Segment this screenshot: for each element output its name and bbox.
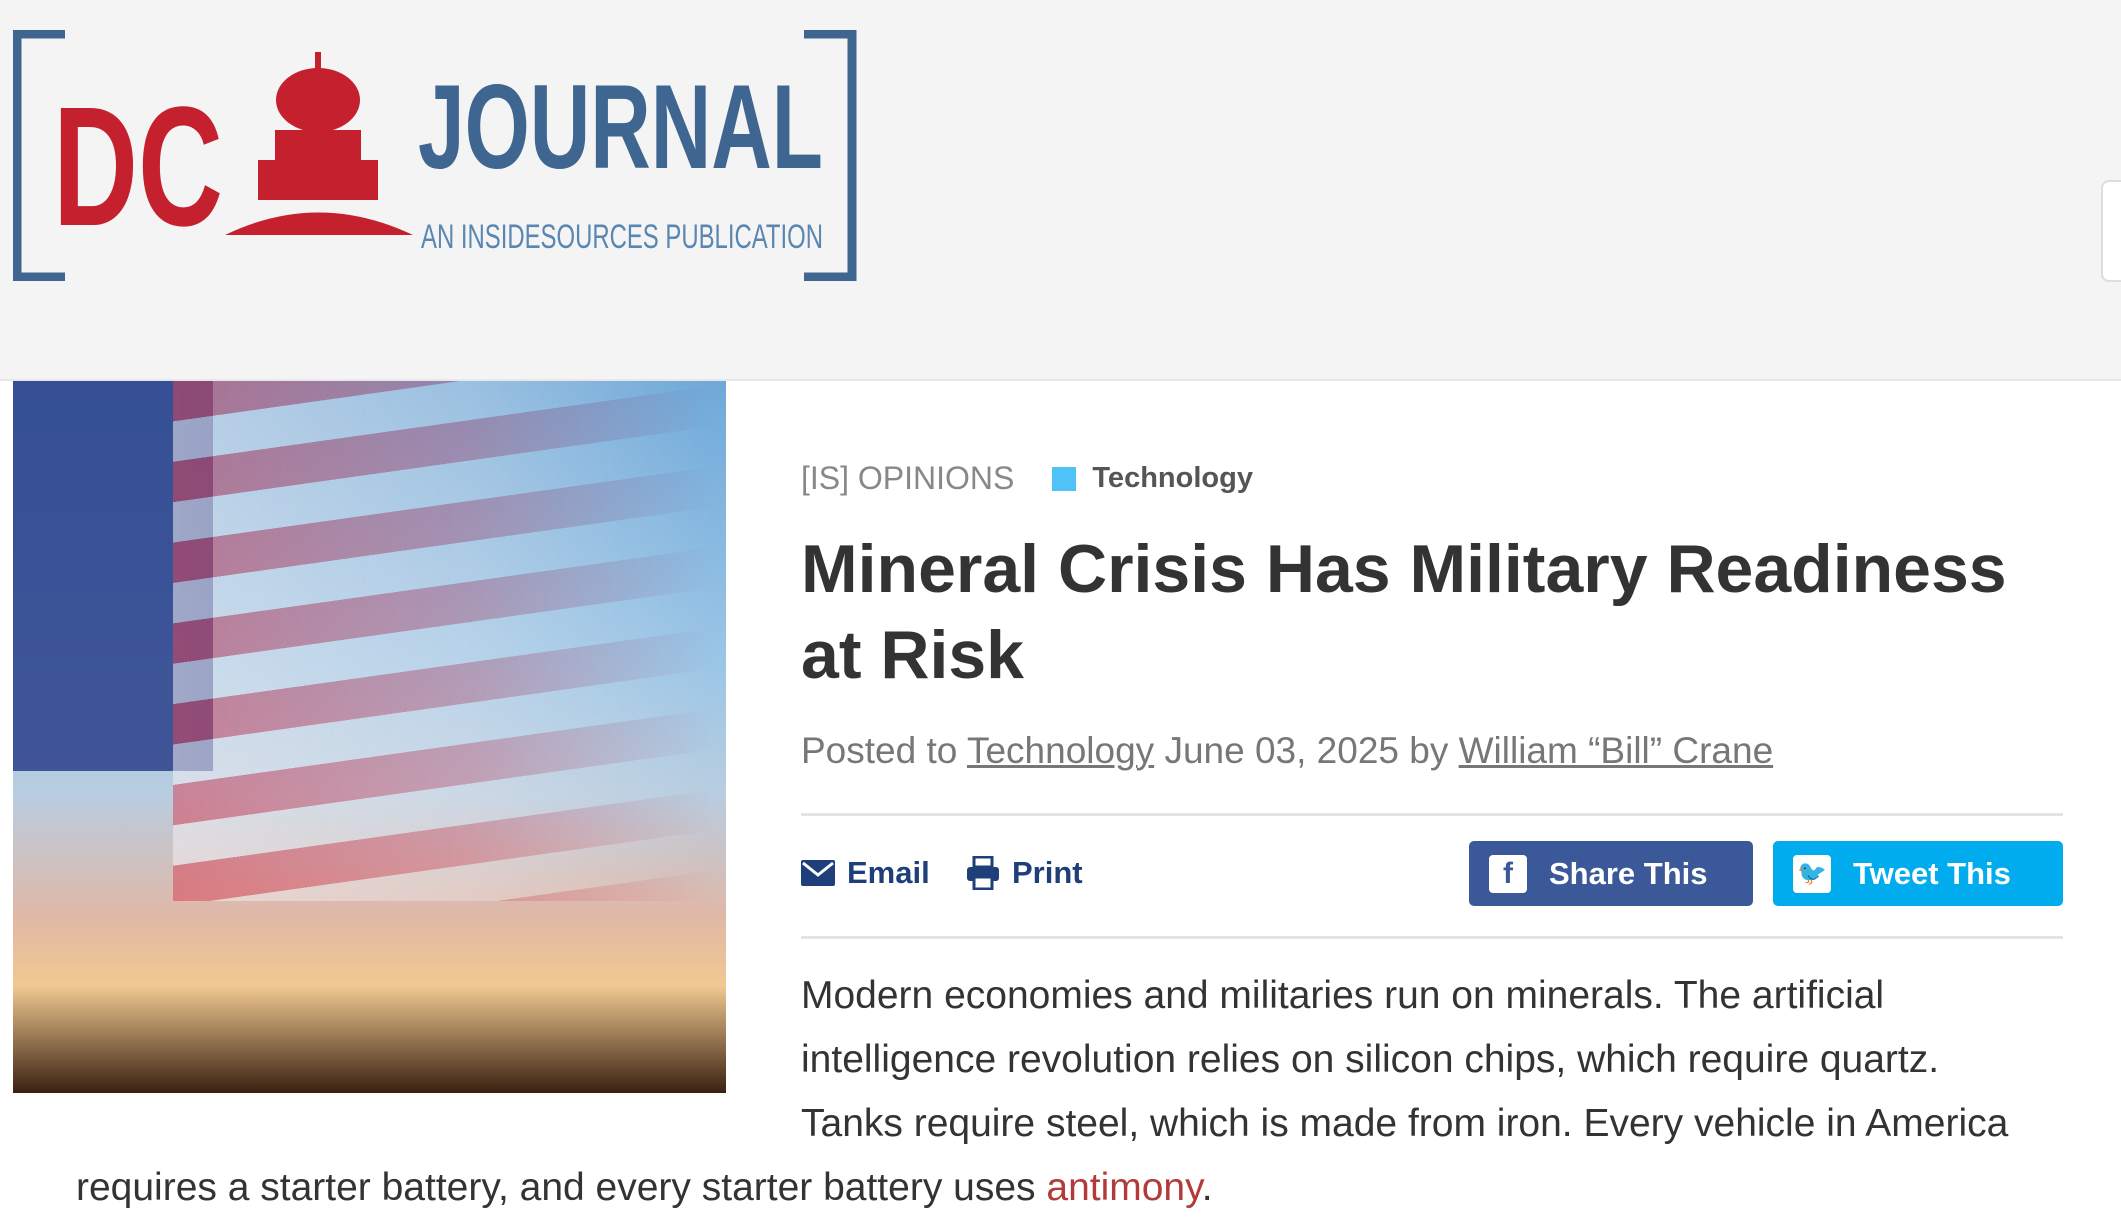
capitol-dome-icon	[225, 52, 413, 235]
article-hero-image	[13, 381, 726, 1093]
body-text: .	[1201, 1166, 1213, 1209]
body-line: Tanks require steel, which is made from …	[801, 1102, 2009, 1145]
email-label: Email	[847, 855, 930, 890]
divider	[801, 813, 2063, 816]
divider	[801, 936, 2063, 939]
share-label: Share This	[1549, 855, 1708, 891]
category-color-square	[1052, 466, 1077, 491]
post-date: June 03, 2025	[1164, 730, 1399, 771]
body-text: requires a starter battery, and every st…	[76, 1166, 1047, 1209]
printer-icon	[967, 856, 999, 890]
byline-by: by	[1409, 730, 1449, 771]
tweet-label: Tweet This	[1853, 855, 2011, 891]
search-box[interactable]	[2101, 180, 2121, 282]
site-header: DC JOURNAL AN INSIDESOURCES PUBLICATION	[0, 0, 2121, 381]
twitter-bird-icon: 🐦	[1793, 854, 1831, 893]
article-title: Mineral Crisis Has Military Readiness at…	[801, 531, 2007, 693]
category-link[interactable]: Technology	[966, 730, 1155, 771]
section-label[interactable]: [IS] OPINIONS	[801, 460, 1015, 496]
author-link[interactable]: William “Bill” Crane	[1458, 730, 1774, 771]
article-paragraph-top: Modern economies and militaries run on m…	[801, 964, 2063, 1156]
dc-journal-logo[interactable]: DC JOURNAL AN INSIDESOURCES PUBLICATION	[13, 30, 889, 281]
body-line: intelligence revolution relies on silico…	[801, 1038, 1940, 1081]
article-paragraph-line: requires a starter battery, and every st…	[76, 1156, 1213, 1220]
twitter-tweet-button[interactable]: 🐦 Tweet This	[1773, 841, 2063, 906]
svg-text:JOURNAL: JOURNAL	[418, 60, 823, 194]
svg-text:AN INSIDESOURCES PUBLICATION: AN INSIDESOURCES PUBLICATION	[421, 218, 823, 256]
email-button[interactable]: Email	[801, 855, 930, 891]
body-line: Modern economies and militaries run on m…	[801, 974, 1885, 1017]
facebook-icon: f	[1489, 854, 1527, 893]
byline-prefix: Posted to	[801, 730, 958, 771]
category-label[interactable]: Technology	[1092, 462, 1253, 494]
article-categories: [IS] OPINIONS Technology	[801, 460, 1253, 497]
body-last-line: requires a starter battery, and every st…	[76, 1156, 1213, 1220]
print-label: Print	[1012, 855, 1083, 890]
envelope-icon	[801, 860, 835, 886]
byline: Posted to Technology June 03, 2025 by Wi…	[801, 730, 1773, 772]
antimony-link[interactable]: antimony	[1046, 1166, 1202, 1209]
print-button[interactable]: Print	[966, 855, 1083, 891]
svg-text:DC: DC	[53, 72, 223, 262]
facebook-share-button[interactable]: f Share This	[1469, 841, 1753, 906]
